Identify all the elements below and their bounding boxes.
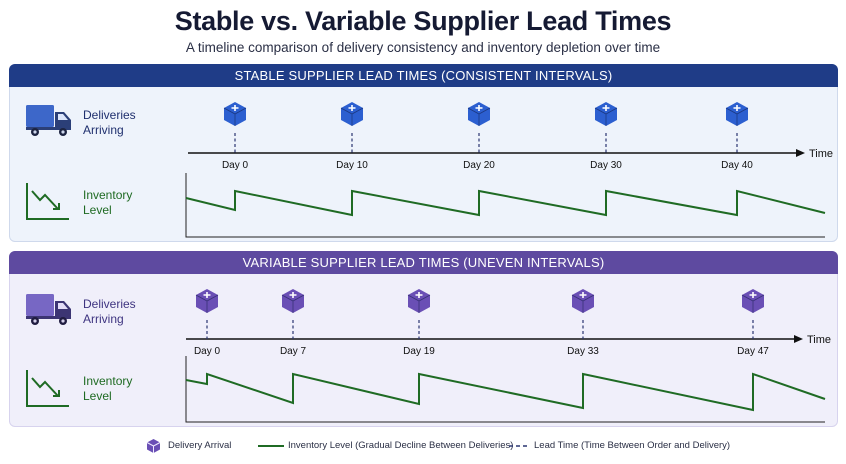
variable-tick-label: Day 0 — [194, 346, 221, 357]
stable-deliveries-label-line2: Arriving — [83, 123, 124, 137]
stable-time-axis-arrow — [796, 149, 805, 157]
variable-trend-down-icon — [26, 370, 69, 407]
variable-inventory-level-line — [185, 372, 826, 412]
variable-tick-label: Day 7 — [280, 346, 307, 357]
stable-tick-label: Day 40 — [721, 160, 753, 171]
legend-inventory-line — [258, 445, 284, 447]
variable-time-axis-arrow — [794, 335, 803, 343]
variable-deliveries-label-line1: Deliveries — [83, 297, 136, 311]
stable-trend-down-icon — [26, 183, 69, 220]
variable-package-icon — [281, 289, 305, 313]
variable-timeline-diagram: Time Day 0 Day 7 Day 19 Day 33 Day 47 — [185, 289, 831, 423]
stable-deliveries-label-line1: Deliveries — [83, 108, 136, 122]
stable-tick-label: Day 30 — [590, 160, 622, 171]
stable-panel-header: STABLE SUPPLIER LEAD TIMES (CONSISTENT I… — [9, 64, 838, 87]
variable-inventory-label-line2: Level — [83, 389, 112, 403]
legend-delivery-label: Delivery Arrival — [168, 440, 232, 451]
stable-inventory-label-line1: Inventory — [83, 188, 133, 202]
stable-inventory-frame — [185, 173, 825, 238]
stable-inventory-level-line — [185, 189, 826, 217]
legend-package-icon — [146, 439, 161, 453]
variable-package-icon — [407, 289, 431, 313]
stable-inventory-label-line2: Level — [83, 203, 112, 217]
variable-tick-label: Day 47 — [737, 346, 769, 357]
variable-package-icon — [195, 289, 219, 313]
variable-time-axis-label: Time — [807, 334, 831, 346]
stable-package-icon — [223, 102, 247, 126]
legend-inventory-label: Inventory Level (Gradual Decline Between… — [288, 440, 514, 451]
legend-lead-time-label: Lead Time (Time Between Order and Delive… — [534, 440, 731, 451]
stable-timeline-diagram: Time Day 0 Day 10 Day 20 Day 30 Day 40 — [185, 102, 833, 238]
variable-panel-header: VARIABLE SUPPLIER LEAD TIMES (UNEVEN INT… — [9, 251, 838, 274]
variable-inventory-label: Inventory Level — [83, 374, 132, 404]
stable-tick-label: Day 10 — [336, 160, 368, 171]
variable-tick-label: Day 33 — [567, 346, 599, 357]
variable-package-icon — [741, 289, 765, 313]
variable-inventory-frame — [185, 356, 825, 423]
stable-package-icon — [467, 102, 491, 126]
stable-truck-icon — [26, 105, 71, 136]
stable-time-axis-label: Time — [809, 148, 833, 160]
variable-inventory-label-line1: Inventory — [83, 374, 133, 388]
stable-tick-label: Day 20 — [463, 160, 495, 171]
page-subtitle: A timeline comparison of delivery consis… — [185, 40, 661, 55]
page-title: Stable vs. Variable Supplier Lead Times — [174, 6, 672, 36]
variable-deliveries-label-line2: Arriving — [83, 312, 124, 326]
stable-panel: STABLE SUPPLIER LEAD TIMES (CONSISTENT I… — [9, 64, 838, 242]
stable-inventory-label: Inventory Level — [83, 188, 132, 218]
stable-tick-label: Day 0 — [222, 160, 249, 171]
variable-package-icon — [571, 289, 595, 313]
variable-panel: VARIABLE SUPPLIER LEAD TIMES (UNEVEN INT… — [9, 251, 838, 427]
variable-deliveries-label: Deliveries Arriving — [83, 297, 136, 327]
legend-lead-time-line — [509, 445, 529, 447]
legend: Delivery Arrival Inventory Level (Gradua… — [0, 434, 846, 458]
stable-deliveries-label: Deliveries Arriving — [83, 108, 136, 138]
variable-tick-label: Day 19 — [403, 346, 435, 357]
stable-package-icon — [340, 102, 364, 126]
stable-package-icon — [725, 102, 749, 126]
stable-package-icon — [594, 102, 618, 126]
variable-truck-icon — [26, 294, 71, 325]
